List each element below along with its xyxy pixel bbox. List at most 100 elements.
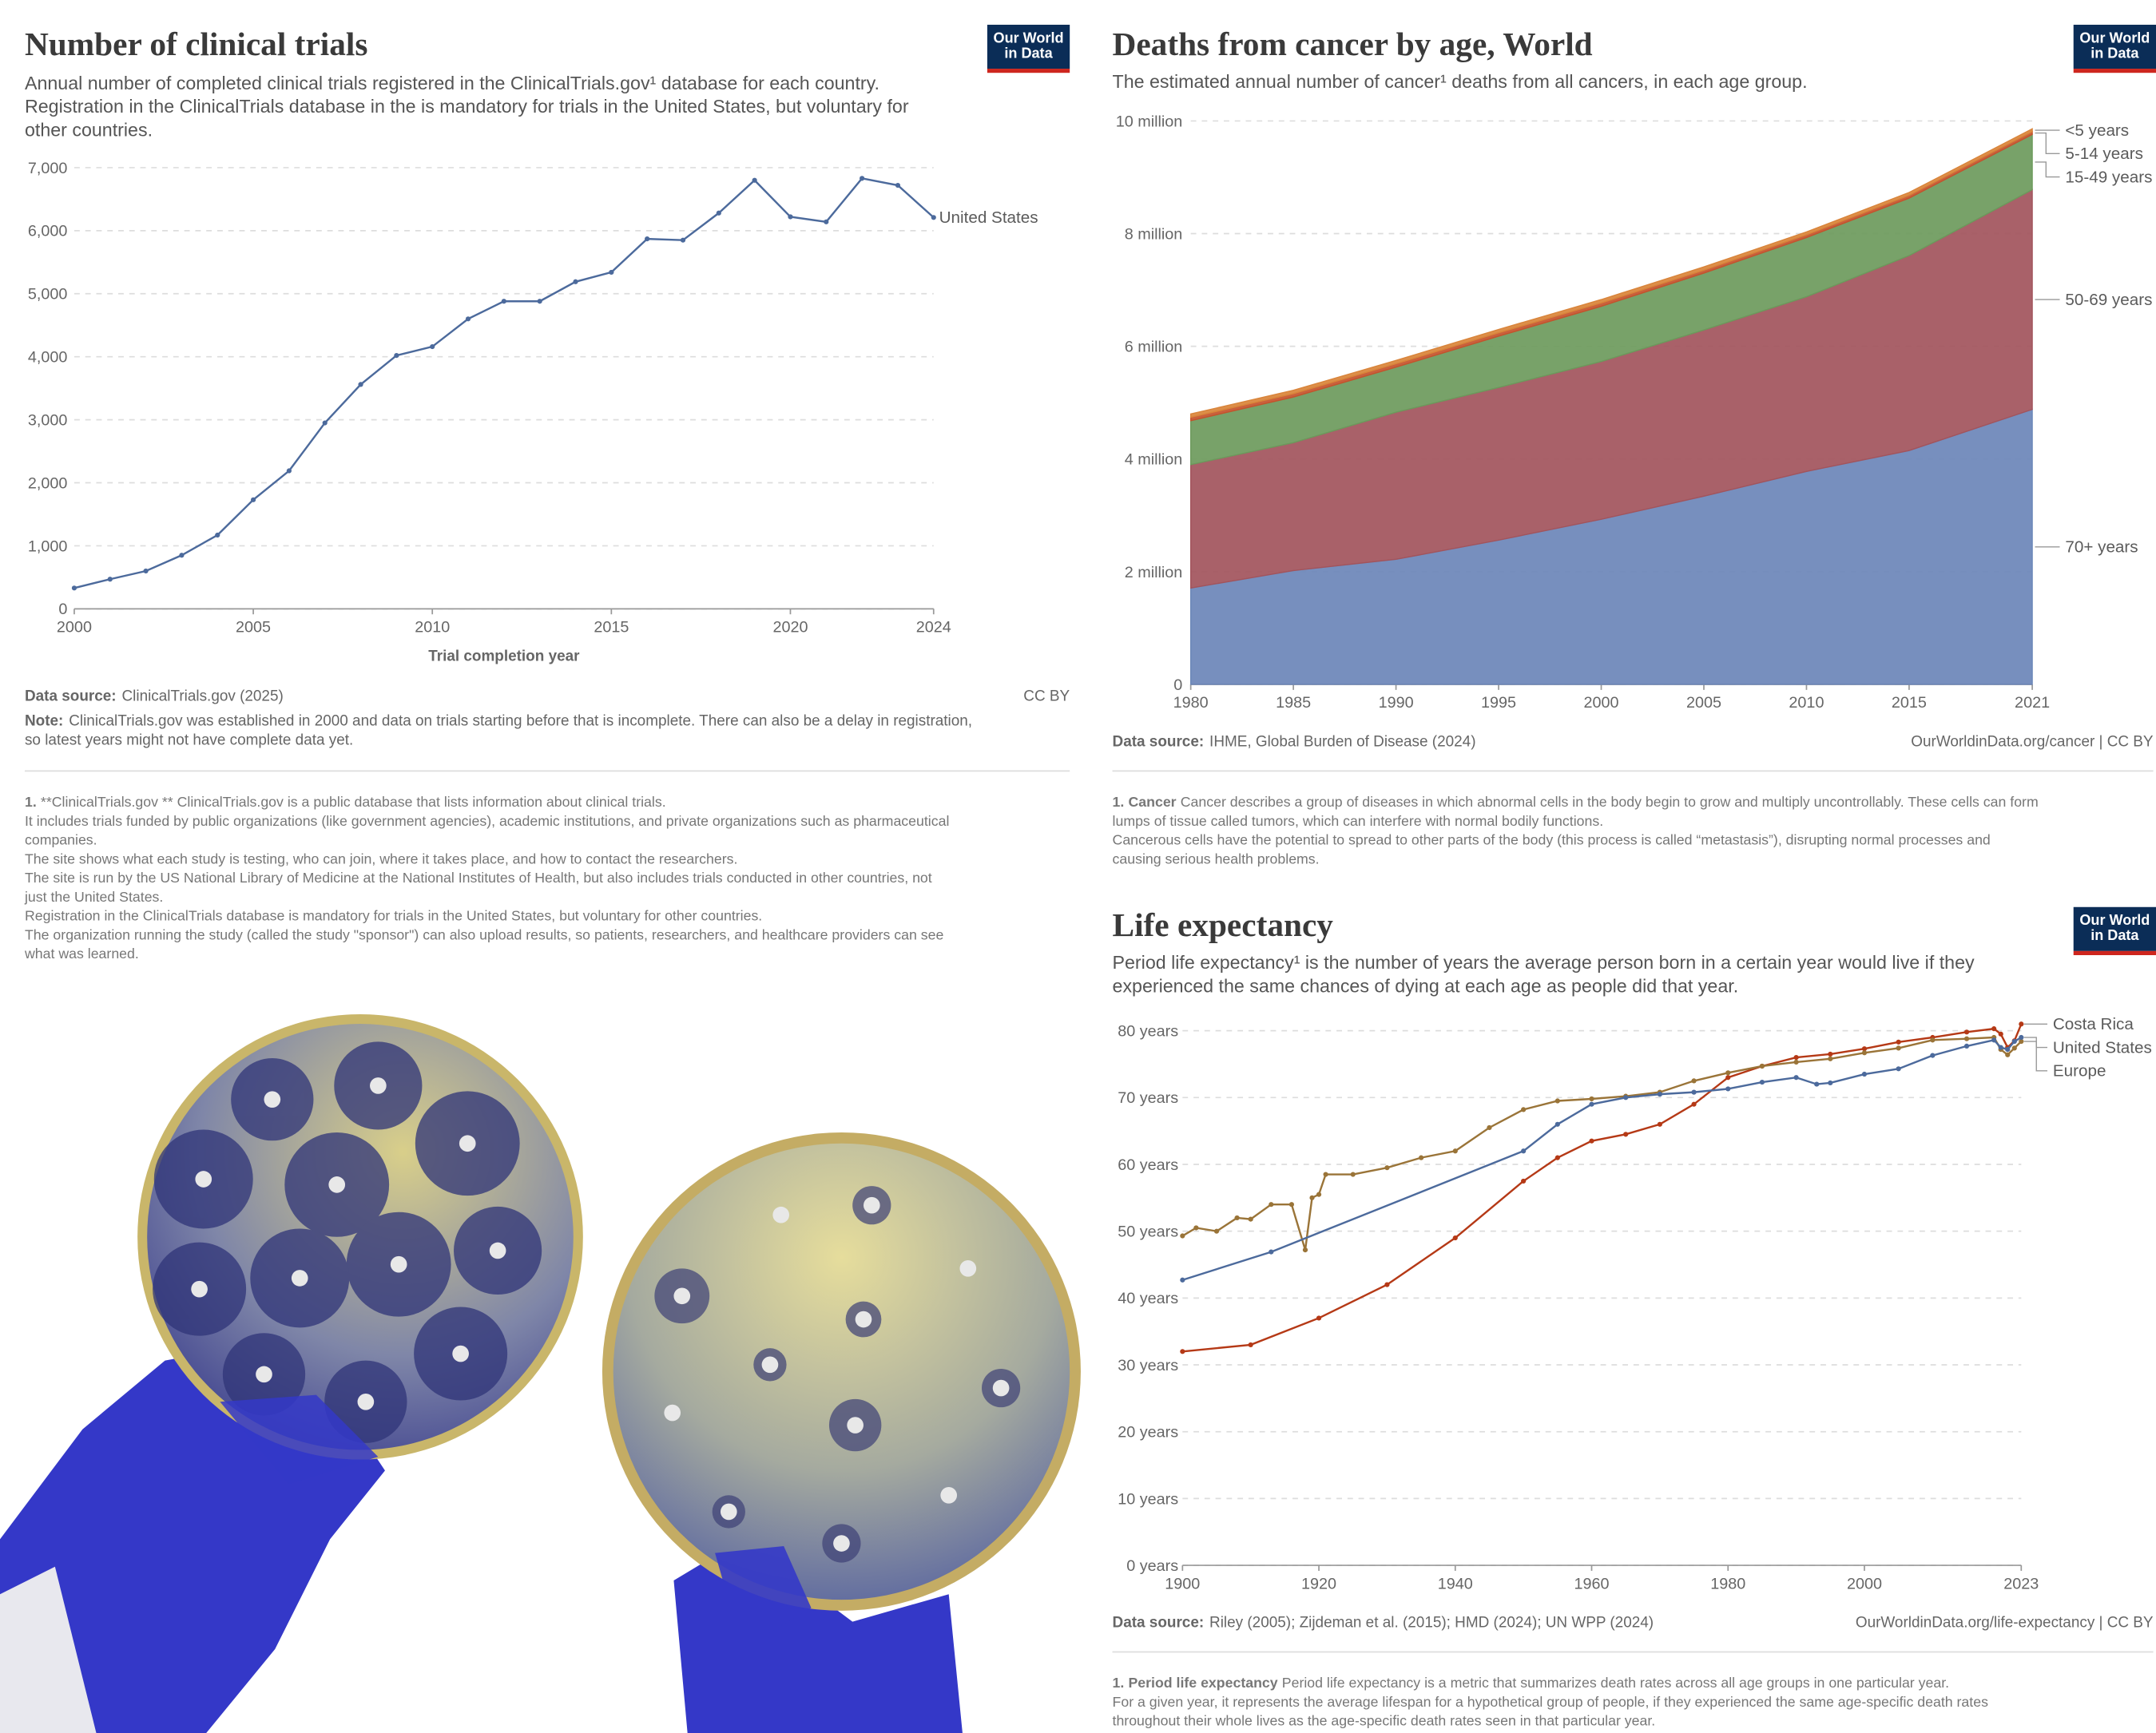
label-connector	[2024, 1037, 2047, 1071]
y-tick-label: 60 years	[1118, 1156, 1178, 1174]
data-point	[1555, 1098, 1560, 1103]
data-point	[1794, 1055, 1799, 1060]
footnote: The site is run by the US National Libra…	[25, 870, 932, 886]
data-point	[1691, 1078, 1696, 1083]
logo-text: Our World	[2079, 30, 2150, 46]
data-source-part: IHME, Global Burden of Disease (2024)	[1209, 733, 1475, 750]
data-point	[1691, 1090, 1696, 1095]
data-point	[1180, 1278, 1185, 1283]
label-connector	[2035, 133, 2060, 154]
data-point	[1487, 1125, 1491, 1130]
data-point	[1384, 1165, 1389, 1170]
label-connector	[2024, 1041, 2047, 1047]
data-source-part: Data source:	[1113, 1614, 1205, 1631]
footnote-part: Cancer describes a group of diseases in …	[1181, 794, 2039, 810]
series-line	[74, 178, 934, 588]
data-point	[215, 533, 220, 537]
series-label: 5-14 years	[2065, 145, 2143, 163]
data-point	[1269, 1202, 1273, 1207]
footnote-part: causing serious health problems.	[1113, 851, 1320, 866]
footnote: 1.**ClinicalTrials.gov ** ClinicalTrials…	[25, 794, 666, 810]
data-point	[2005, 1053, 2010, 1057]
footnote: throughout their whole lives as the age-…	[1113, 1713, 1656, 1729]
chart-subtitle: other countries.	[25, 119, 153, 140]
data-point	[1269, 1250, 1273, 1255]
data-point	[752, 178, 757, 183]
footnote-part: throughout their whole lives as the age-…	[1113, 1713, 1656, 1729]
data-point	[1521, 1179, 1526, 1184]
page: Number of clinical trialsAnnual number o…	[0, 0, 2156, 1733]
y-tick-label: 10 years	[1118, 1490, 1178, 1508]
y-tick-label: 40 years	[1118, 1290, 1178, 1307]
series-label: United States	[939, 208, 1038, 227]
data-point	[681, 238, 685, 243]
y-tick-label: 3,000	[28, 411, 68, 429]
data-point	[1323, 1172, 1328, 1176]
footnote-part: just the United States.	[24, 889, 163, 905]
data-point	[1964, 1037, 1969, 1041]
x-tick-label: 2000	[1584, 694, 1619, 712]
x-tick-label: 2021	[2015, 694, 2050, 712]
series-label: 50-69 years	[2065, 291, 2152, 309]
y-tick-label: 2 million	[1125, 564, 1183, 581]
data-point	[1991, 1026, 1996, 1031]
chart-subtitle: Annual number of completed clinical tria…	[25, 73, 879, 93]
data-point	[1316, 1315, 1321, 1320]
series-label: <5 years	[2065, 121, 2129, 140]
data-point	[1964, 1044, 1969, 1049]
data-point	[72, 585, 77, 590]
y-tick-label: 5,000	[28, 286, 68, 303]
footnote-part: Period life expectancy is a metric that …	[1282, 1675, 1949, 1691]
series-label: 15-49 years	[2065, 168, 2152, 186]
data-point	[1521, 1148, 1526, 1153]
data-point	[1828, 1081, 1832, 1085]
logo-text: in Data	[2090, 927, 2139, 943]
data-point	[358, 382, 363, 387]
data-source: Data source:ClinicalTrials.gov (2025)	[25, 688, 284, 705]
data-point	[1930, 1053, 1935, 1058]
data-point	[144, 569, 149, 573]
note: so latest years might not have complete …	[25, 732, 353, 749]
logo-bar	[2074, 69, 2156, 73]
footnote-part: The site is run by the US National Libra…	[25, 870, 932, 886]
petri-photo	[0, 1014, 1081, 1733]
footnote-part: lumps of tissue called tumors, which can…	[1113, 813, 1604, 829]
x-tick-label: 2023	[2003, 1575, 2039, 1592]
data-point	[1623, 1132, 1628, 1136]
footnote: causing serious health problems.	[1113, 851, 1320, 866]
data-point	[2012, 1039, 2017, 1044]
footnote: just the United States.	[24, 889, 163, 905]
y-tick-label: 4 million	[1125, 451, 1183, 469]
logo-text: in Data	[2090, 45, 2139, 61]
x-tick-label: 1920	[1301, 1575, 1336, 1592]
x-tick-label: 1990	[1379, 694, 1414, 712]
data-point	[609, 270, 613, 275]
data-point	[895, 183, 900, 188]
chart-subtitle: The estimated annual number of cancer¹ d…	[1113, 71, 1808, 92]
data-point	[1760, 1080, 1765, 1085]
chart-subtitle: experienced the same chances of dying at…	[1113, 975, 1739, 996]
data-point	[1999, 1045, 2003, 1049]
footnote-part: Registration in the ClinicalTrials datab…	[25, 908, 762, 924]
x-tick-label: 2015	[594, 619, 629, 636]
series-label: Costa Rica	[2053, 1015, 2134, 1033]
x-tick-label: 2024	[916, 619, 951, 636]
chart-title: Deaths from cancer by age, World	[1113, 26, 1593, 62]
data-point	[1351, 1172, 1356, 1176]
data-point	[1725, 1075, 1730, 1080]
footnote: 1.Period life expectancyPeriod life expe…	[1113, 1675, 1950, 1691]
data-point	[1316, 1192, 1321, 1197]
data-point	[323, 420, 328, 425]
data-point	[1303, 1247, 1308, 1252]
y-tick-label: 6,000	[28, 223, 68, 240]
data-point	[1896, 1040, 1901, 1045]
y-tick-label: 0	[1173, 676, 1182, 694]
x-axis-title: Trial completion year	[428, 648, 580, 665]
footnote: Cancerous cells have the potential to sp…	[1113, 832, 1991, 848]
footnote: The organization running the study (call…	[25, 926, 943, 942]
logo-text: Our World	[994, 30, 1064, 46]
data-point	[1658, 1092, 1662, 1097]
label-connector	[2035, 162, 2060, 177]
footnote: lumps of tissue called tumors, which can…	[1113, 813, 1604, 829]
